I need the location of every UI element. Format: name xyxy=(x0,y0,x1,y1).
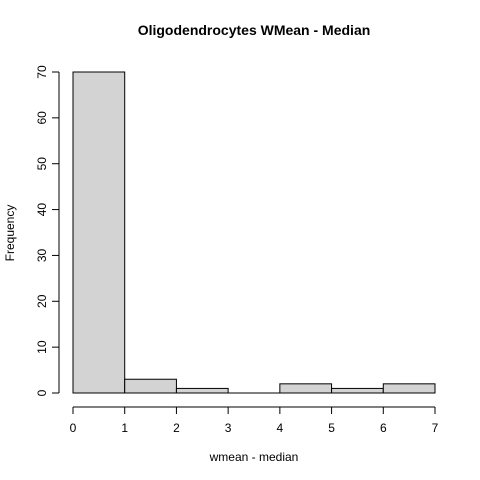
x-tick-label-4: 4 xyxy=(277,421,284,435)
y-tick-label-5: 50 xyxy=(35,157,49,171)
x-tick-label-2: 2 xyxy=(173,421,180,435)
x-tick-label-0: 0 xyxy=(70,421,77,435)
y-tick-label-1: 10 xyxy=(35,340,49,354)
chart-title: Oligodendrocytes WMean - Median xyxy=(138,22,371,38)
x-tick-label-7: 7 xyxy=(432,421,439,435)
y-tick-label-6: 60 xyxy=(35,111,49,125)
x-tick-label-3: 3 xyxy=(225,421,232,435)
histogram-bar-6 xyxy=(382,383,436,394)
x-axis: 0 1 2 3 4 5 6 7 xyxy=(70,406,439,435)
y-tick-label-3: 30 xyxy=(35,248,49,262)
histogram-bar-2 xyxy=(175,387,229,394)
histogram-bar-4 xyxy=(279,383,333,394)
y-tick-label-2: 20 xyxy=(35,294,49,308)
y-tick-label-4: 40 xyxy=(35,203,49,217)
histogram-bar-0 xyxy=(72,71,126,394)
y-tick-label-0: 0 xyxy=(35,389,49,396)
x-tick-label-1: 1 xyxy=(121,421,128,435)
x-tick-label-5: 5 xyxy=(328,421,335,435)
bars-layer xyxy=(72,71,436,394)
x-axis-label: wmean - median xyxy=(209,450,299,464)
y-tick-label-7: 70 xyxy=(35,65,49,79)
y-axis: 0 10 20 30 40 50 60 70 xyxy=(35,65,60,396)
histogram-bar-1 xyxy=(124,378,177,394)
histogram-bar-5 xyxy=(331,387,384,394)
x-tick-label-6: 6 xyxy=(380,421,387,435)
y-axis-label: Frequency xyxy=(3,205,17,262)
